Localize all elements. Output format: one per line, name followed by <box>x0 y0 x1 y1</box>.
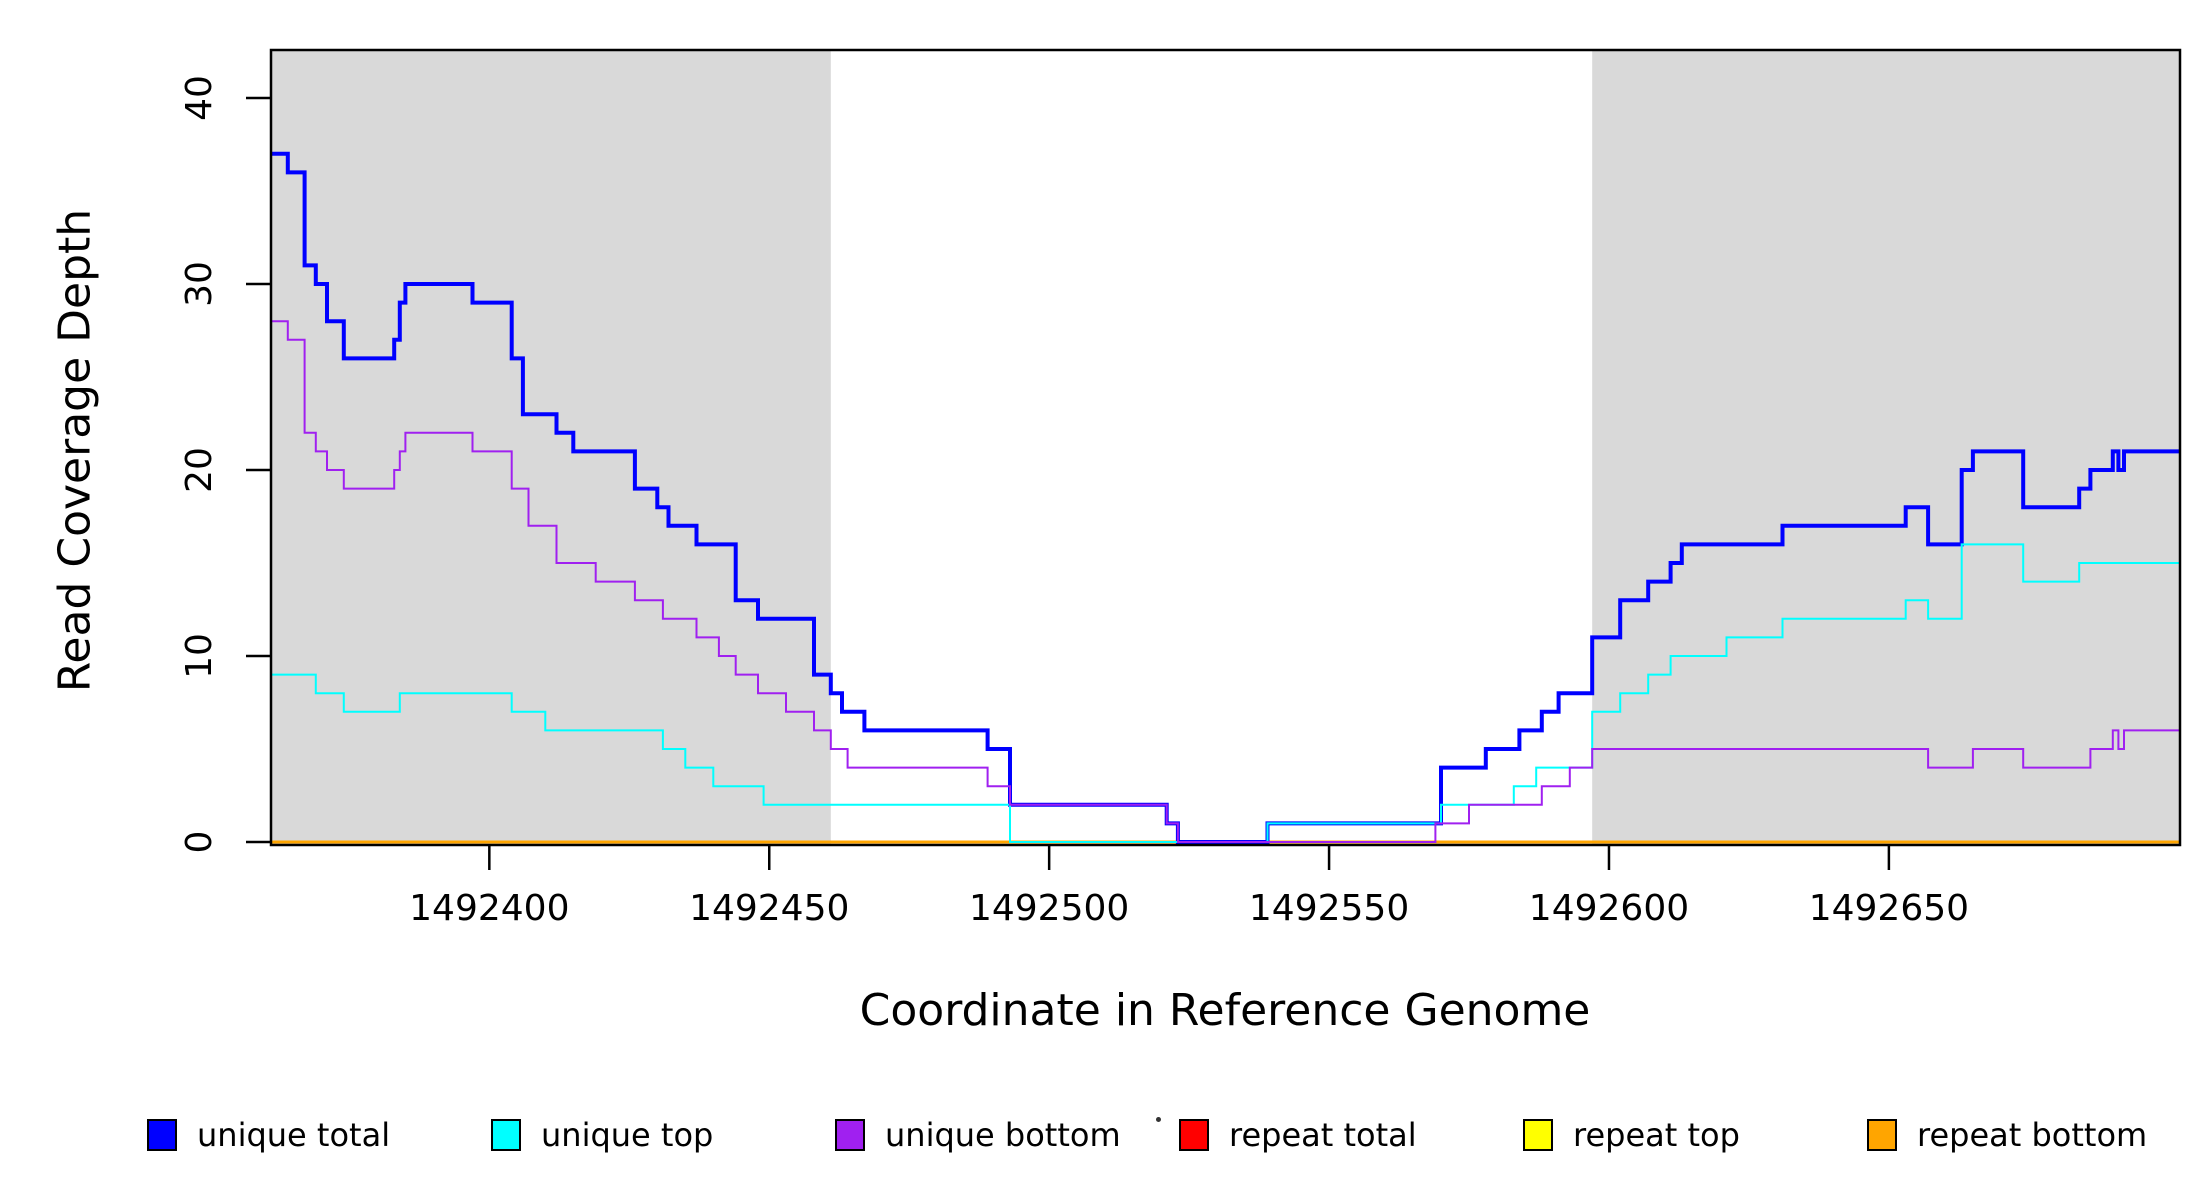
series-unique-top <box>271 543 2180 843</box>
x-tick-label: 1492450 <box>689 888 849 929</box>
x-axis-title: Coordinate in Reference Genome <box>859 985 1591 1036</box>
x-tick-label: 1492600 <box>1529 888 1689 929</box>
y-tick-label: 30 <box>179 261 220 307</box>
x-tick-label: 1492550 <box>1249 888 1409 929</box>
y-tick-label: 40 <box>179 75 220 121</box>
series-unique-bottom <box>271 320 2180 843</box>
x-tick-label: 1492500 <box>969 888 1129 929</box>
y-tick-label: 10 <box>179 633 220 679</box>
x-tick-label: 1492400 <box>409 888 569 929</box>
y-tick-label: 0 <box>179 831 220 854</box>
left-gray-region <box>271 51 831 844</box>
y-tick-label: 20 <box>179 447 220 493</box>
stray-dot-artifact <box>1156 1117 1161 1122</box>
series-unique-total <box>271 151 2180 844</box>
y-axis-title: Read Coverage Depth <box>49 208 101 693</box>
plot-frame <box>269 48 2182 847</box>
right-gray-region <box>1592 51 2180 844</box>
x-tick-label: 1492650 <box>1809 888 1969 929</box>
